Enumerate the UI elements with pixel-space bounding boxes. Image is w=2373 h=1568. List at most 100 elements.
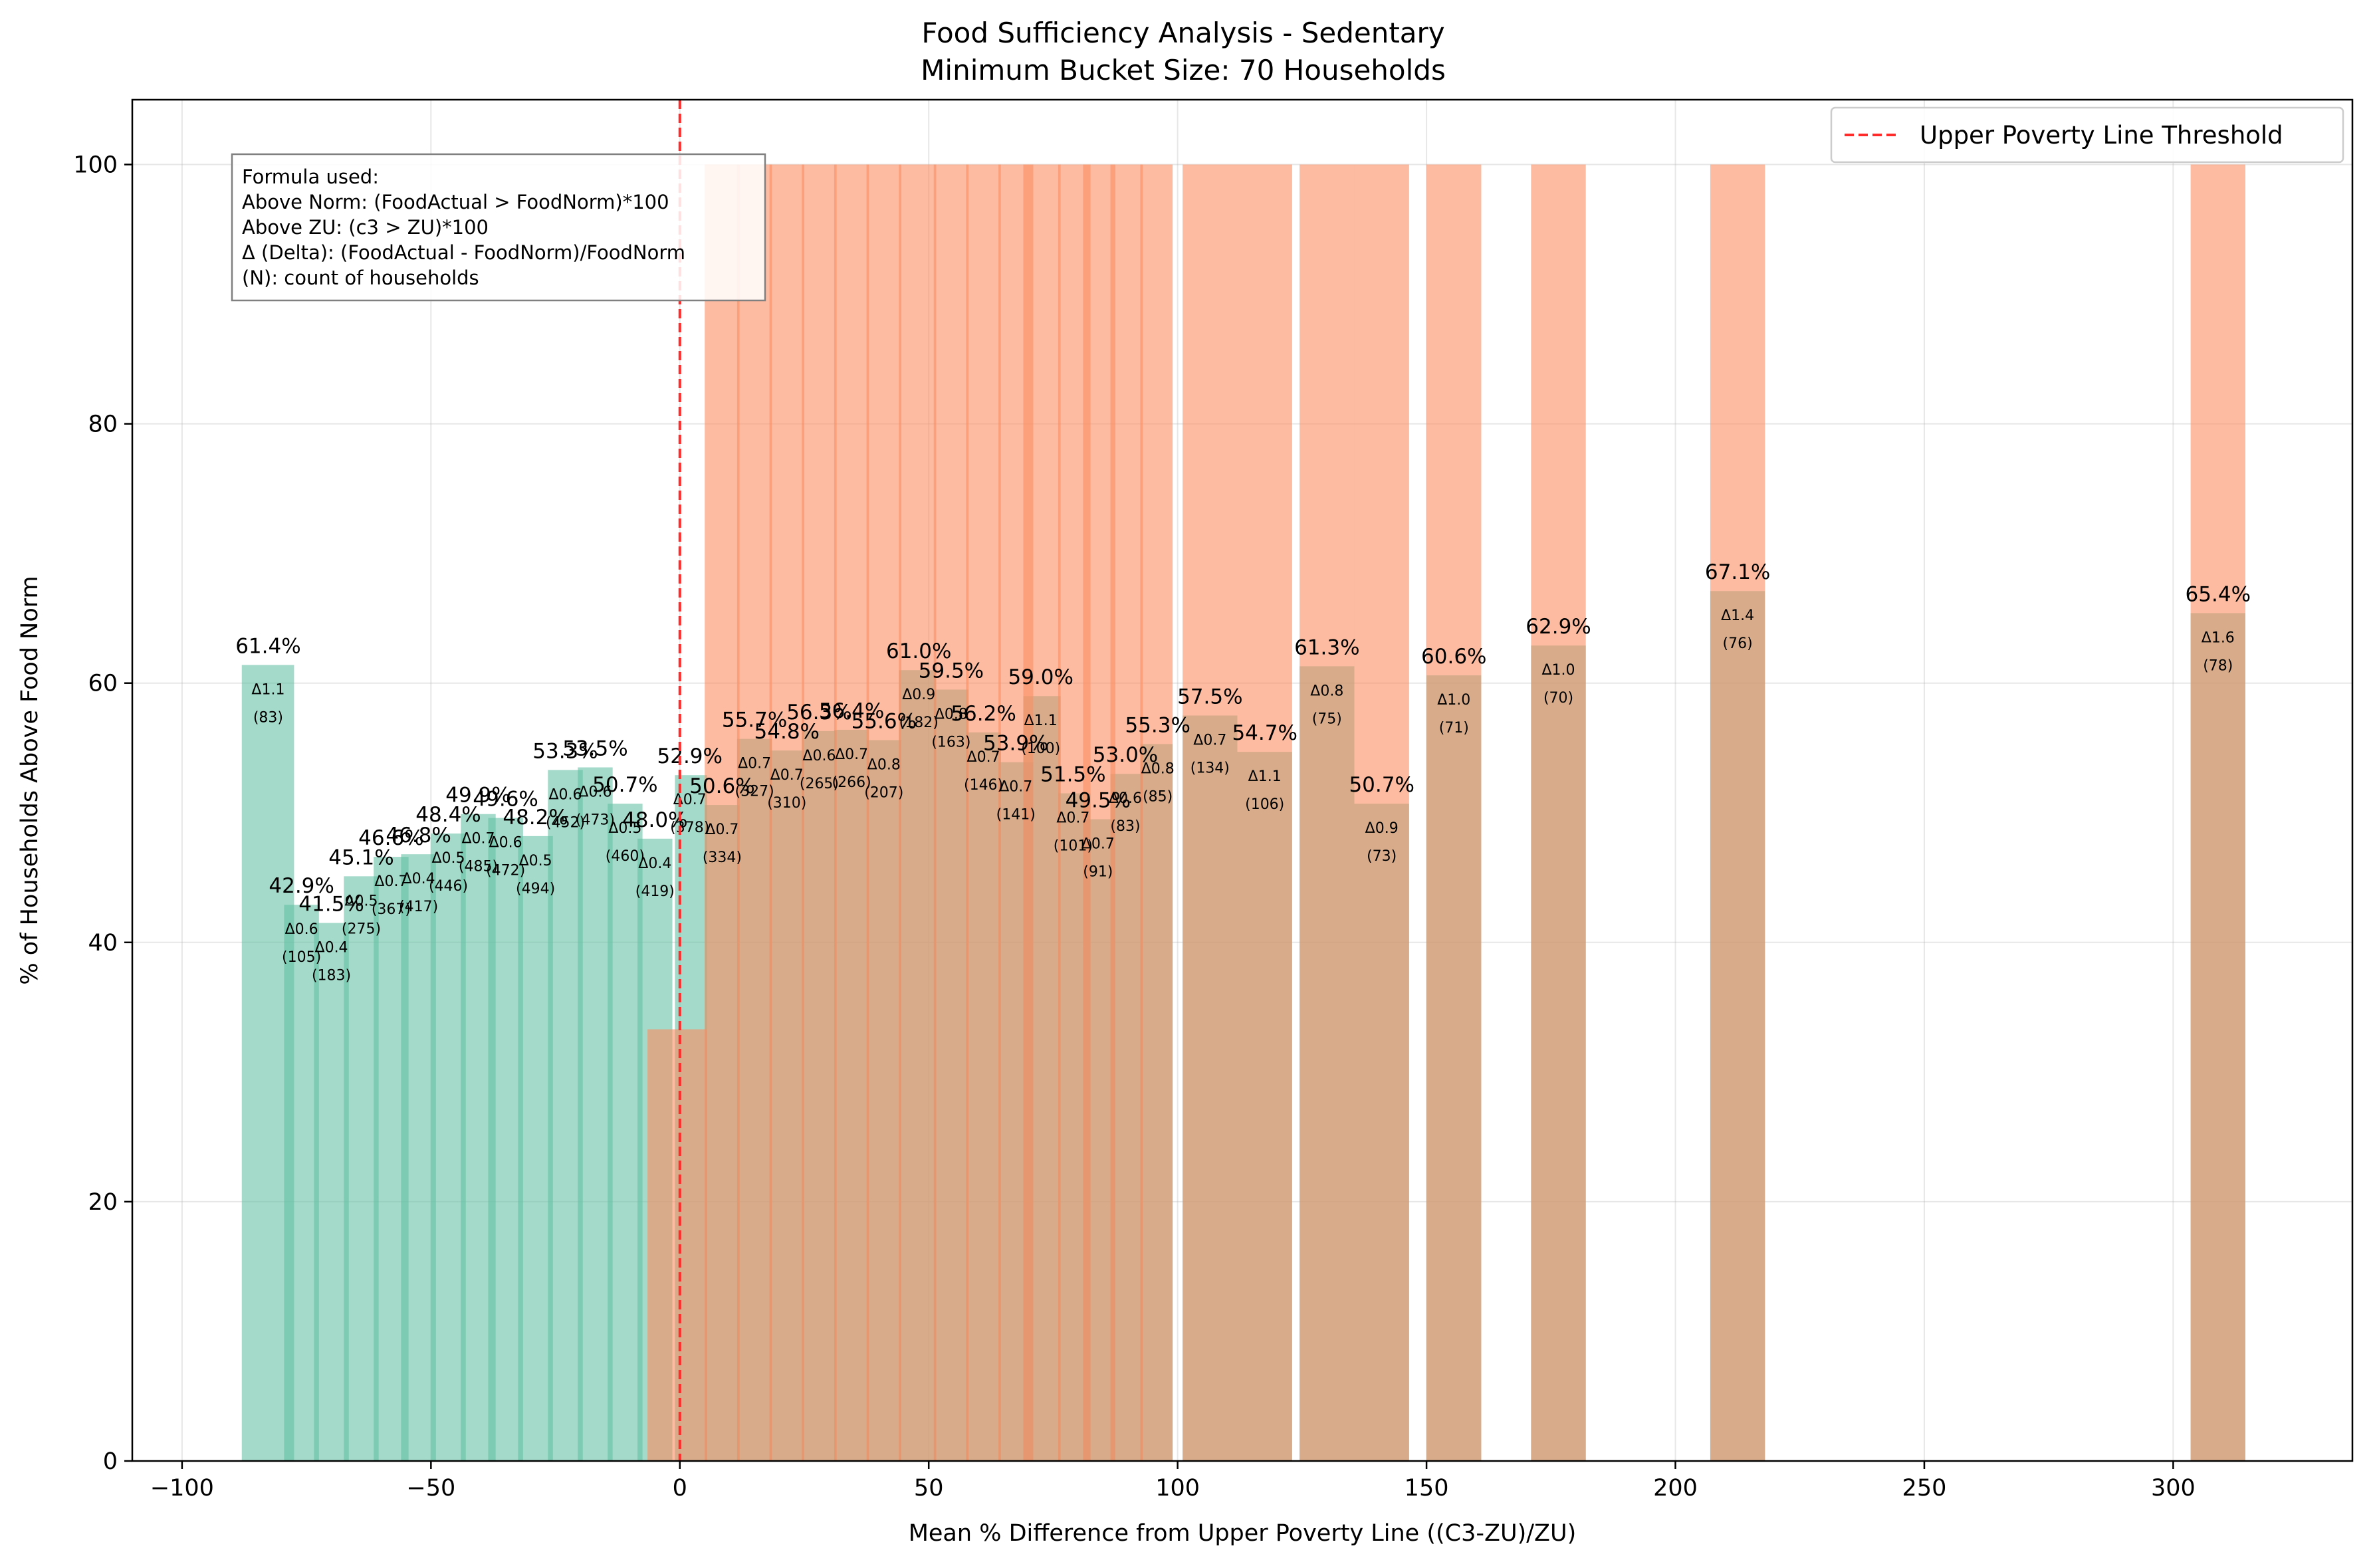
bar-count-label: (141) (996, 807, 1036, 824)
bar-above-norm (314, 923, 349, 1461)
bar-above-zu (736, 164, 772, 1461)
bar-delta-label: Δ0.7 (835, 746, 868, 763)
bar-count-label: (71) (1439, 720, 1469, 736)
y-axis-label: % of Households Above Food Norm (17, 576, 43, 984)
plot-frame (131, 98, 2354, 1462)
bar-count-label: (101) (1054, 838, 1093, 855)
bar-above-zu (647, 1029, 707, 1461)
bar-delta-label: Δ0.7 (770, 767, 804, 784)
bar-above-norm (431, 833, 466, 1461)
bar-count-label: (146) (964, 777, 1003, 794)
bar-count-label: (460) (606, 848, 645, 865)
bar-delta-label: Δ0.6 (1109, 790, 1142, 807)
bar-above-zu (966, 164, 1001, 1461)
bar-above-norm (548, 770, 583, 1461)
bar-count-label: (473) (576, 812, 615, 828)
bar-delta-label: Δ1.4 (1721, 608, 1754, 624)
bar-delta-label: Δ0.8 (1310, 683, 1343, 699)
bar-count-label: (275) (342, 921, 381, 937)
bar-value-label: 42.9% (269, 874, 334, 898)
chart-title: Food Sufficiency Analysis - Sedentary (921, 17, 1444, 49)
bar-delta-label: Δ0.5 (608, 820, 641, 837)
bar-value-label: 48.0% (622, 808, 687, 832)
bar-delta-label: Δ0.6 (802, 748, 836, 764)
legend-frame (1830, 106, 2344, 164)
bar-value-label: 50.7% (592, 773, 657, 797)
bar-delta-label: Δ0.7 (738, 756, 771, 772)
formula-line: Δ (Delta): (FoodActual - FoodNorm)/FoodN… (242, 241, 685, 264)
bar-above-norm (488, 818, 523, 1461)
bar-delta-label: Δ0.7 (1081, 836, 1115, 853)
bar-delta-label: Δ1.0 (1437, 692, 1470, 709)
bar-value-label: 52.9% (657, 744, 723, 768)
bar-delta-label: Δ0.6 (489, 835, 522, 851)
formula-line: Above Norm: (FoodActual > FoodNorm)*100 (242, 191, 669, 213)
bar-count-label: (494) (516, 881, 555, 897)
bar-delta-label: Δ0.6 (578, 784, 612, 800)
bar-count-label: (85) (1143, 788, 1173, 805)
bar-count-label: (327) (735, 784, 774, 800)
bar-count-label: (106) (1245, 796, 1284, 813)
bar-count-label: (446) (429, 878, 468, 895)
bar-delta-label: Δ1.6 (2202, 629, 2235, 646)
x-tick-label: 300 (2151, 1475, 2196, 1502)
bar-count-label: (76) (1723, 635, 1753, 652)
bar-value-label: 60.6% (1421, 645, 1486, 669)
bar-count-label: (207) (864, 785, 903, 802)
bar-delta-label: Δ0.4 (638, 855, 671, 872)
bar-value-label: 61.3% (1294, 635, 1359, 659)
bar-above-zu (1140, 164, 1173, 1461)
bar-above-zu (769, 164, 804, 1461)
bar-count-label: (182) (899, 715, 939, 731)
bar-delta-label: Δ1.0 (1542, 662, 1575, 679)
x-tick-label: 250 (1902, 1475, 1947, 1502)
formula-box-frame (231, 153, 766, 302)
bar-value-label: 51.5% (1040, 763, 1105, 787)
x-tick-label: −100 (150, 1475, 214, 1502)
bar-count-label: (83) (253, 709, 283, 726)
bar-delta-label: Δ0.8 (1141, 760, 1175, 777)
bar-delta-label: Δ0.9 (902, 687, 935, 703)
bar-value-label: 55.3% (1125, 713, 1190, 737)
bar-above-zu (1354, 164, 1409, 1461)
bar-value-label: 41.5% (298, 893, 364, 917)
bar-above-norm (518, 836, 553, 1461)
bar-delta-label: Δ0.5 (432, 850, 465, 867)
bar-value-label: 56.2% (951, 702, 1016, 726)
bar-delta-label: Δ0.5 (344, 893, 378, 909)
bar-count-label: (485) (459, 859, 498, 875)
bar-count-label: (265) (800, 776, 839, 792)
bar-count-label: (163) (931, 734, 970, 750)
y-tick-label: 0 (103, 1448, 118, 1475)
bar-above-zu (933, 164, 969, 1461)
bar-count-label: (100) (1021, 740, 1060, 757)
x-tick-label: 200 (1653, 1475, 1698, 1502)
chart-subtitle: Minimum Bucket Size: 70 Households (921, 54, 1446, 86)
bar-above-zu (1110, 164, 1143, 1461)
bar-above-zu (1237, 164, 1292, 1461)
bar-count-label: (105) (282, 949, 321, 966)
bar-value-label: 55.6% (851, 710, 917, 734)
bar-delta-label: Δ0.6 (285, 921, 318, 938)
bar-above-zu (802, 164, 837, 1461)
bar-value-label: 49.6% (473, 788, 538, 812)
bars (241, 164, 2245, 1462)
bar-value-label: 50.6% (689, 774, 754, 798)
bar-count-label: (78) (2203, 657, 2233, 674)
bar-delta-label: Δ0.8 (935, 706, 968, 723)
bar-above-zu (2190, 164, 2245, 1461)
bar-count-label: (367) (372, 901, 411, 918)
bar-delta-label: Δ0.7 (967, 749, 1000, 766)
bar-above-zu (1183, 164, 1238, 1461)
bar-count-label: (378) (670, 820, 709, 836)
bar-above-zu (866, 164, 902, 1461)
bar-value-label: 67.1% (1705, 560, 1770, 584)
bar-count-label: (70) (1543, 690, 1573, 707)
bar-count-label: (417) (399, 899, 438, 915)
bar-delta-label: Δ0.8 (867, 757, 901, 774)
bar-count-label: (75) (1312, 711, 1342, 727)
bar-delta-label: Δ0.7 (705, 822, 738, 838)
bar-delta-label: Δ1.1 (1248, 768, 1282, 785)
bar-value-label: 53.0% (1093, 743, 1158, 767)
